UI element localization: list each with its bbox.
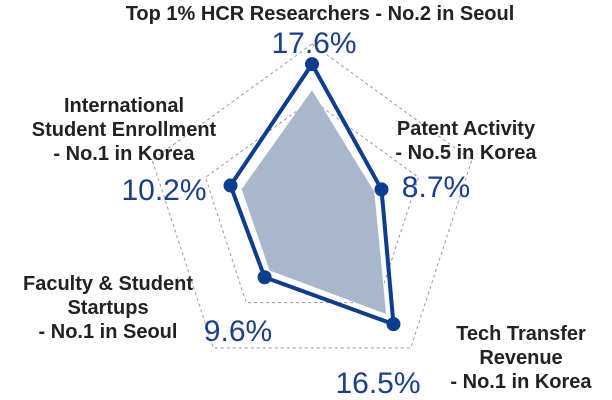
data-point-2 xyxy=(374,182,389,197)
value-label-5: 10.2% xyxy=(121,174,206,207)
axis-label-5-line-1: International xyxy=(64,95,184,117)
value-label-3: 16.5% xyxy=(335,367,420,400)
axis-label-3: Tech Transfer Revenue - No.1 in Korea xyxy=(450,323,592,393)
axis-label-4: Faculty & Student Startups - No.1 in Seoul xyxy=(23,273,193,343)
primary-series-line xyxy=(228,62,396,327)
axis-label-4-line-3: - No.1 in Seoul xyxy=(39,321,178,343)
axis-label-2-line-2: - No.5 in Korea xyxy=(395,142,537,164)
axis-label-5-line-2: Student Enrollment xyxy=(32,119,217,141)
axis-label-5: International Student Enrollment - No.1 in… xyxy=(32,95,217,165)
axis-label-1: Top 1% HCR Researchers - No.2 in Seoul xyxy=(126,3,515,25)
axis-label-3-line-3: - No.1 in Korea xyxy=(450,371,592,393)
comparison-area xyxy=(241,90,387,314)
grid-ring-3 xyxy=(151,43,473,349)
axis-label-3-line-2: Revenue xyxy=(479,347,562,369)
axis-label-1-line-1: Top 1% HCR Researchers - No.2 in Seoul xyxy=(126,3,515,25)
comparison-area-shape xyxy=(241,90,387,314)
data-point-1 xyxy=(305,57,319,72)
data-point-4 xyxy=(257,270,272,285)
data-point-5 xyxy=(223,178,238,193)
axis-label-4-line-1: Faculty & Student xyxy=(23,273,193,295)
axis-label-3-line-1: Tech Transfer xyxy=(456,323,586,345)
primary-series xyxy=(223,57,401,332)
axis-label-5-line-3: - No.1 in Korea xyxy=(53,143,195,165)
axis-label-2-line-1: Patent Activity xyxy=(397,118,536,140)
axis-label-4-line-2: Startups xyxy=(67,297,148,319)
value-label-1: 17.6% xyxy=(271,27,356,60)
axis-label-2: Patent Activity - No.5 in Korea xyxy=(395,118,537,164)
axis-labels: Top 1% HCR Researchers - No.2 in Seoul17… xyxy=(23,3,592,400)
data-point-3 xyxy=(386,317,401,332)
value-label-2: 8.7% xyxy=(402,171,470,204)
grid-ring-2 xyxy=(204,99,420,304)
value-label-4: 9.6% xyxy=(204,315,272,348)
